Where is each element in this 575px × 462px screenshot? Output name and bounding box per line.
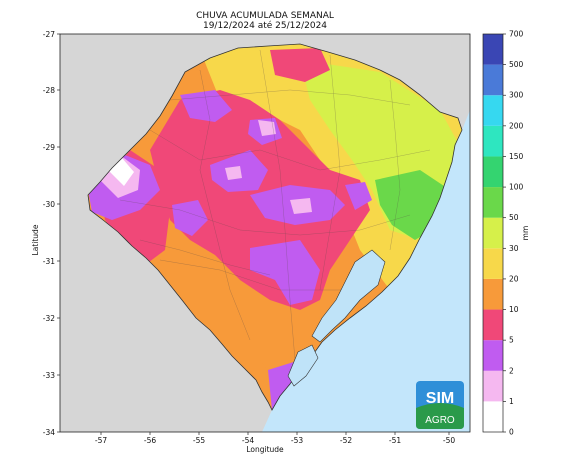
x-axis-label: Longitude (246, 445, 284, 454)
y-tick-label: -34 (43, 428, 55, 437)
x-tick-label: -57 (95, 436, 107, 445)
x-tick-label: -55 (193, 436, 205, 445)
colorbar-bin (483, 278, 503, 310)
sim-agro-logo: SIM AGRO (416, 381, 464, 429)
colorbar-bin (483, 217, 503, 249)
colorbar-level-label: 0 (509, 428, 514, 437)
y-tick-label: -30 (43, 200, 55, 209)
y-tick-label: -29 (43, 143, 55, 152)
rain-zone-2-5mm-e (345, 182, 372, 210)
colorbar-bin (483, 125, 503, 157)
colorbar-level-label: 300 (509, 91, 524, 100)
x-tick-label: -56 (144, 436, 156, 445)
colorbar-level-label: 500 (509, 60, 524, 69)
x-axis: -57 -56 -55 -54 -53 -52 -51 -50 Longitud… (95, 432, 455, 454)
colorbar-frame (482, 33, 504, 433)
y-tick-label: -27 (43, 30, 55, 39)
x-tick-label: -50 (443, 436, 455, 445)
y-tick-label: -33 (43, 371, 55, 380)
colorbar-level-label: 1 (509, 397, 514, 406)
logo-text-sim: SIM (426, 390, 454, 407)
colorbar-bin (483, 248, 503, 279)
colorbar-bin (483, 401, 503, 432)
colorbar-bin (483, 370, 503, 402)
rain-zone-1-2mm-c (225, 166, 242, 180)
rain-zone-1-2mm-b (258, 120, 276, 136)
colorbar-level-label: 30 (509, 244, 519, 253)
colorbar-bin (483, 34, 503, 65)
logo-text-agro: AGRO (425, 415, 455, 426)
rain-zone-2-5mm-f (250, 240, 320, 305)
colorbar-bin (483, 187, 503, 218)
colorbar-bin (483, 340, 503, 371)
x-tick-label: -53 (291, 436, 303, 445)
municipal-borders (119, 49, 431, 361)
rain-zone-1-2mm-d (290, 198, 312, 214)
rain-zone-10-20mm-south (240, 300, 320, 380)
colorbar-level-label: 10 (509, 305, 519, 314)
lagoa-mirim (287, 344, 319, 387)
colorbar-level-label: 200 (509, 121, 524, 130)
logo-field-shape (416, 403, 464, 429)
y-tick-label: -32 (43, 314, 55, 323)
colorbar-bin (483, 309, 503, 341)
rain-zone-30-50mm-b (345, 110, 385, 150)
colorbar-level-label: 150 (509, 152, 524, 161)
colorbar-unit-label: mm (521, 226, 530, 241)
colorbar-bin (483, 64, 503, 96)
colorbar-level-label: 5 (509, 336, 514, 345)
rain-zone-2-5mm-g (172, 200, 208, 236)
colorbar-level-label: 100 (509, 183, 524, 192)
y-axis: -27 -28 -29 -30 -31 -32 -33 -34 Latitude (31, 30, 60, 437)
colorbar-level-label: 20 (509, 274, 519, 283)
map-border (59, 33, 471, 433)
colorbar-level-label: 50 (509, 213, 519, 222)
colorbar: mm 0 1 2 5 10 20 30 50 100 150 200 300 500 700 (482, 30, 530, 437)
colorbar-level-label: 700 (509, 30, 524, 39)
x-tick-label: -52 (340, 436, 352, 445)
colorbar-bin (483, 95, 503, 126)
lagoa-dos-patos (311, 249, 386, 343)
y-tick-label: -28 (43, 86, 55, 95)
x-tick-label: -51 (389, 436, 401, 445)
map-title: CHUVA ACUMULADA SEMANAL (196, 11, 334, 21)
y-tick-label: -31 (43, 257, 55, 266)
colorbar-level-label: 2 (509, 366, 514, 375)
ocean-area (262, 110, 470, 432)
rain-zone-5-10mm-north (270, 48, 330, 82)
y-axis-label: Latitude (31, 224, 40, 255)
map-subtitle: 19/12/2024 até 25/12/2024 (202, 21, 328, 31)
colorbar-bin (483, 156, 503, 188)
x-tick-label: -54 (242, 436, 254, 445)
